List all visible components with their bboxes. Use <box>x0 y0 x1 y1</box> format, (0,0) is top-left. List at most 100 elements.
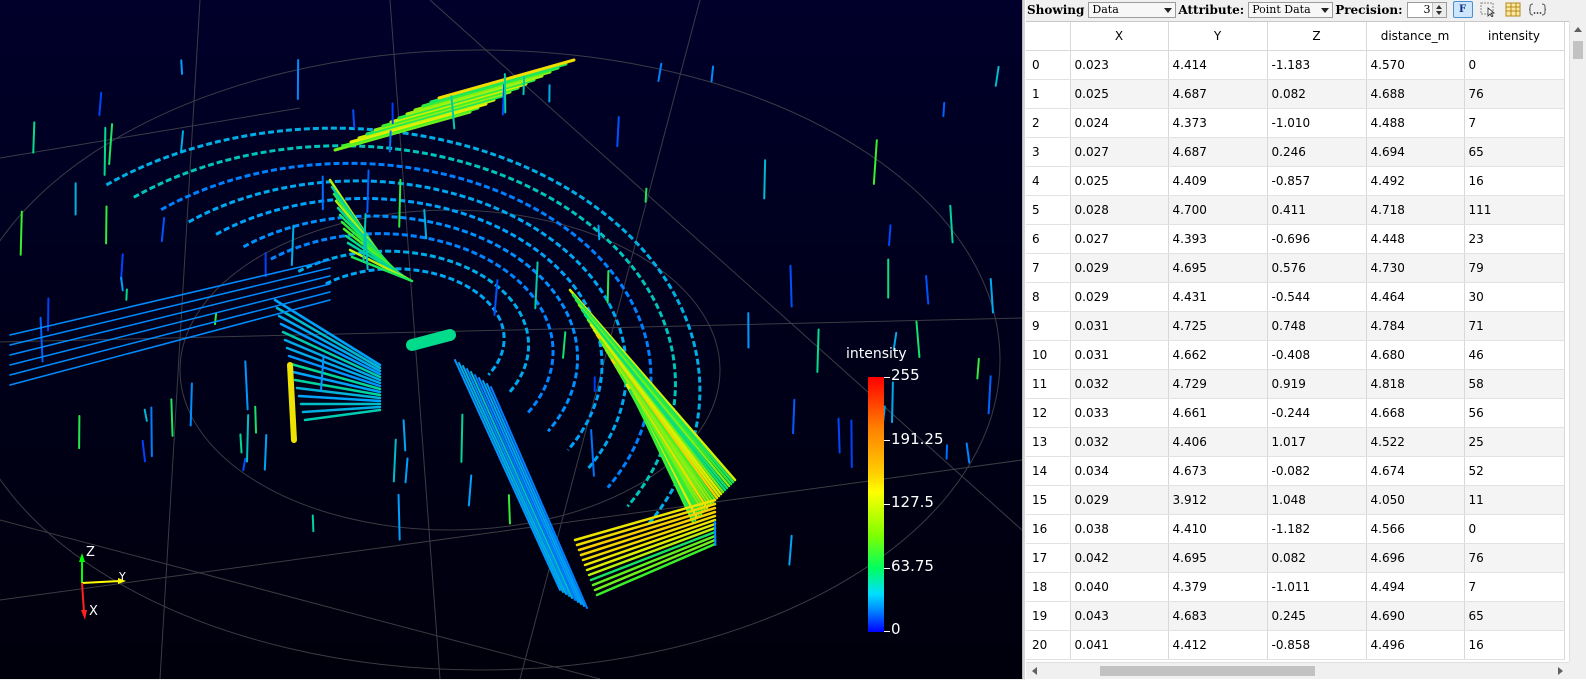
table-cell[interactable]: 52 <box>1464 457 1564 486</box>
table-cell[interactable]: 4.695 <box>1168 544 1267 573</box>
column-header[interactable]: Z <box>1267 22 1366 51</box>
table-cell[interactable]: 4.730 <box>1366 254 1464 283</box>
table-cell[interactable]: 111 <box>1464 196 1564 225</box>
row-index-cell[interactable]: 5 <box>1026 196 1070 225</box>
table-cell[interactable]: 4.494 <box>1366 573 1464 602</box>
table-cell[interactable]: 65 <box>1464 138 1564 167</box>
export-spreadsheet-button[interactable] <box>1528 1 1548 18</box>
table-cell[interactable]: 4.661 <box>1168 399 1267 428</box>
table-cell[interactable]: 0.032 <box>1070 428 1168 457</box>
row-index-cell[interactable]: 3 <box>1026 138 1070 167</box>
row-index-cell[interactable]: 20 <box>1026 631 1070 660</box>
table-cell[interactable]: 4.448 <box>1366 225 1464 254</box>
table-cell[interactable]: 0.246 <box>1267 138 1366 167</box>
table-cell[interactable]: 76 <box>1464 544 1564 573</box>
table-cell[interactable]: 0.031 <box>1070 341 1168 370</box>
table-cell[interactable]: -1.183 <box>1267 51 1366 80</box>
table-cell[interactable]: 4.729 <box>1168 370 1267 399</box>
render-view[interactable]: Z Y X intensity 255 191.25 127.5 63.75 0 <box>0 0 1022 679</box>
table-cell[interactable]: 4.566 <box>1366 515 1464 544</box>
table-cell[interactable]: 0 <box>1464 51 1564 80</box>
table-cell[interactable]: 0.041 <box>1070 631 1168 660</box>
row-index-cell[interactable]: 0 <box>1026 51 1070 80</box>
table-cell[interactable]: 71 <box>1464 312 1564 341</box>
row-index-cell[interactable]: 8 <box>1026 283 1070 312</box>
table-cell[interactable]: 0.023 <box>1070 51 1168 80</box>
table-cell[interactable]: 4.687 <box>1168 80 1267 109</box>
table-cell[interactable]: 4.694 <box>1366 138 1464 167</box>
table-cell[interactable]: 0.748 <box>1267 312 1366 341</box>
table-cell[interactable]: 4.725 <box>1168 312 1267 341</box>
table-cell[interactable]: -0.696 <box>1267 225 1366 254</box>
table-cell[interactable]: 4.406 <box>1168 428 1267 457</box>
table-cell[interactable]: 79 <box>1464 254 1564 283</box>
table-cell[interactable]: 1.048 <box>1267 486 1366 515</box>
table-cell[interactable]: 4.668 <box>1366 399 1464 428</box>
table-cell[interactable]: 23 <box>1464 225 1564 254</box>
table-cell[interactable]: 4.488 <box>1366 109 1464 138</box>
table-cell[interactable]: -0.858 <box>1267 631 1366 660</box>
row-index-cell[interactable]: 12 <box>1026 399 1070 428</box>
table-cell[interactable]: -0.082 <box>1267 457 1366 486</box>
table-cell[interactable]: 4.688 <box>1366 80 1464 109</box>
table-cell[interactable]: 4.570 <box>1366 51 1464 80</box>
table-cell[interactable]: 16 <box>1464 631 1564 660</box>
attribute-dropdown[interactable]: Point Data <box>1248 2 1333 18</box>
table-cell[interactable]: 4.683 <box>1168 602 1267 631</box>
table-cell[interactable]: 4.522 <box>1366 428 1464 457</box>
table-cell[interactable]: 4.718 <box>1366 196 1464 225</box>
row-index-cell[interactable]: 19 <box>1026 602 1070 631</box>
row-index-cell[interactable]: 13 <box>1026 428 1070 457</box>
row-index-cell[interactable]: 6 <box>1026 225 1070 254</box>
horizontal-scroll-thumb[interactable] <box>1100 666 1315 676</box>
table-cell[interactable]: 0.033 <box>1070 399 1168 428</box>
vertical-scrollbar[interactable] <box>1569 21 1586 662</box>
table-cell[interactable]: 58 <box>1464 370 1564 399</box>
table-cell[interactable]: 4.700 <box>1168 196 1267 225</box>
column-header[interactable]: X <box>1070 22 1168 51</box>
table-cell[interactable]: 0.029 <box>1070 254 1168 283</box>
table-cell[interactable]: 0.919 <box>1267 370 1366 399</box>
showing-dropdown[interactable]: Data <box>1088 2 1176 18</box>
table-cell[interactable]: 0.038 <box>1070 515 1168 544</box>
table-cell[interactable]: -0.244 <box>1267 399 1366 428</box>
row-index-cell[interactable]: 1 <box>1026 80 1070 109</box>
table-cell[interactable]: 11 <box>1464 486 1564 515</box>
horizontal-scrollbar[interactable] <box>1026 662 1569 679</box>
fixed-representation-button[interactable]: F <box>1453 1 1473 18</box>
table-cell[interactable]: 0.029 <box>1070 486 1168 515</box>
table-cell[interactable]: 4.673 <box>1168 457 1267 486</box>
table-cell[interactable]: 7 <box>1464 573 1564 602</box>
table-cell[interactable]: 25 <box>1464 428 1564 457</box>
column-header[interactable]: distance_m <box>1366 22 1464 51</box>
table-cell[interactable]: 4.496 <box>1366 631 1464 660</box>
table-cell[interactable]: 76 <box>1464 80 1564 109</box>
table-cell[interactable]: 4.431 <box>1168 283 1267 312</box>
row-index-cell[interactable]: 14 <box>1026 457 1070 486</box>
table-cell[interactable]: 0.245 <box>1267 602 1366 631</box>
row-index-cell[interactable]: 17 <box>1026 544 1070 573</box>
table-cell[interactable]: 0.028 <box>1070 196 1168 225</box>
table-cell[interactable]: 1.017 <box>1267 428 1366 457</box>
row-index-header[interactable] <box>1026 22 1070 51</box>
table-cell[interactable]: 46 <box>1464 341 1564 370</box>
table-cell[interactable]: -0.408 <box>1267 341 1366 370</box>
table-cell[interactable]: 4.680 <box>1366 341 1464 370</box>
table-cell[interactable]: 0.029 <box>1070 283 1168 312</box>
table-cell[interactable]: 4.393 <box>1168 225 1267 254</box>
table-cell[interactable]: 0.040 <box>1070 573 1168 602</box>
